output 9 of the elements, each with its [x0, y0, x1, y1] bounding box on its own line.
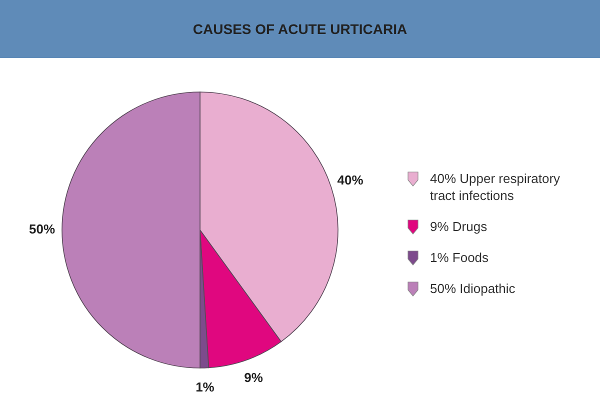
data-label: 9%: [244, 370, 264, 386]
data-label: 50%: [28, 221, 56, 236]
legend-label: 40% Upper respiratory tract infections: [430, 171, 561, 203]
data-label: 1%: [196, 379, 215, 394]
data-label: 40%: [337, 172, 364, 188]
legend-label: 1% Foods: [430, 250, 490, 265]
chart-title: CAUSES OF ACUTE URTICARIA: [192, 21, 408, 37]
legend-label: 9% Drugs: [430, 219, 488, 234]
legend-label: 50% Idiopathic: [430, 281, 516, 296]
